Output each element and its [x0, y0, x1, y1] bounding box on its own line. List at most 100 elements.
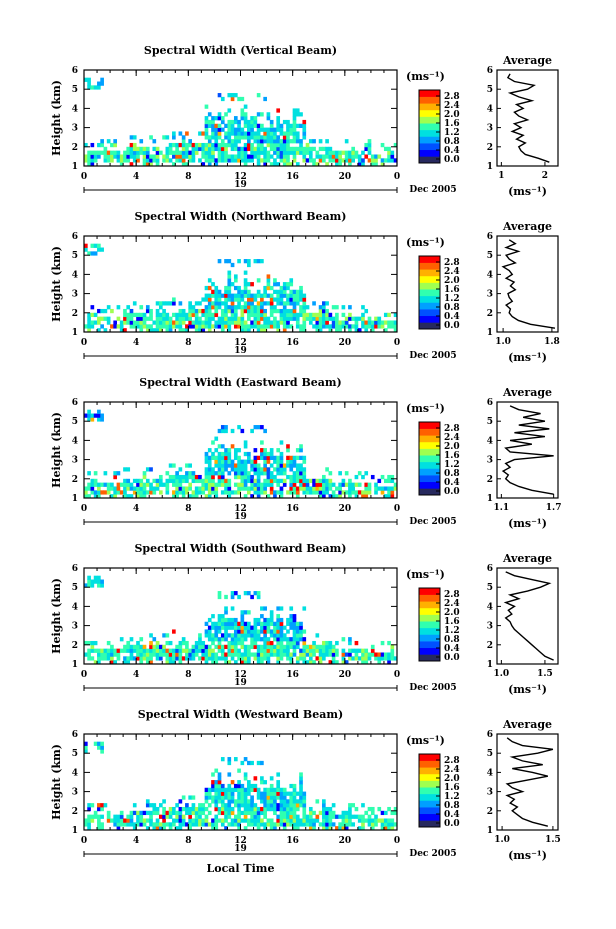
average-x-label: (ms⁻¹) [508, 683, 547, 696]
heatmap-cell [269, 123, 274, 128]
heatmap-cell [165, 652, 170, 657]
heatmap-cell [201, 324, 206, 329]
heatmap-cell [217, 123, 222, 128]
colorbar-tick-label: 0.8 [444, 137, 460, 147]
heatmap-cell [390, 656, 395, 661]
heatmap-cell [149, 803, 153, 808]
heatmap-cell [322, 826, 326, 831]
heatmap-cell [348, 324, 352, 329]
heatmap-cell [247, 629, 251, 634]
heatmap-cell [286, 131, 290, 136]
heatmap-cell [227, 320, 232, 325]
colorbar-tick-label: 0.8 [444, 469, 460, 479]
heatmap-cell [211, 440, 215, 445]
heatmap-cell [273, 308, 277, 314]
heatmap-cell [351, 490, 356, 495]
heatmap-cell [364, 471, 369, 476]
heatmap-cell [243, 463, 248, 468]
heatmap-cell [295, 644, 300, 650]
heatmap-cell [273, 633, 277, 638]
heatmap-cell [220, 324, 225, 329]
heatmap-cell [90, 312, 95, 318]
heatmap-cell [214, 625, 219, 630]
heatmap-cell [315, 312, 320, 318]
x-tick-label: 16 [286, 172, 299, 182]
heatmap-cell [374, 486, 378, 491]
heatmap-cell [377, 656, 382, 661]
heatmap-cell [224, 637, 228, 642]
heatmap-cell [123, 494, 127, 499]
heatmap-cell [100, 579, 104, 584]
heatmap-cell [263, 625, 267, 630]
heatmap-cell [198, 656, 202, 661]
heatmap-cell [266, 471, 271, 476]
heatmap-cell [162, 308, 166, 314]
colorbar-tick-label: 1.2 [444, 294, 460, 304]
heatmap-cell [240, 116, 245, 121]
heatmap-cell [269, 308, 274, 314]
heatmap-cell [149, 158, 153, 163]
heatmap-cell [214, 320, 219, 325]
average-y-tick-label: 1 [487, 826, 493, 836]
heatmap-cell [243, 818, 248, 823]
y-tick-label: 3 [72, 290, 78, 300]
heatmap-cell [214, 660, 219, 665]
heatmap-cell [263, 803, 267, 808]
heatmap-cell [194, 150, 199, 155]
heatmap-cell [367, 818, 372, 823]
heatmap-cell [243, 633, 248, 638]
heatmap-cell [139, 316, 144, 321]
heatmap-cell [106, 154, 111, 159]
heatmap-cell [230, 818, 235, 823]
heatmap-cell [302, 478, 307, 484]
heatmap-cell [145, 478, 150, 484]
heatmap-cell [84, 640, 88, 646]
heatmap-cell [113, 652, 117, 657]
heatmap-cell [224, 463, 228, 468]
heatmap-cell [243, 131, 248, 136]
heatmap-cell [90, 320, 95, 325]
heatmap-cell [185, 474, 189, 480]
heatmap-cell [295, 822, 300, 827]
heatmap-cell [87, 328, 91, 333]
heatmap-cell [87, 826, 91, 831]
heatmap-cell [289, 478, 294, 484]
heatmap-cell [172, 135, 176, 140]
heatmap-cell [204, 451, 209, 457]
heatmap-cell [237, 652, 241, 657]
heatmap-cell [253, 467, 258, 472]
heatmap-cell [188, 818, 192, 823]
heatmap-cell [142, 146, 147, 152]
heatmap-cell [214, 791, 219, 796]
heatmap-cell [90, 243, 95, 248]
heatmap-cell [256, 787, 261, 792]
heatmap-cell [299, 328, 303, 333]
heatmap-cell [286, 135, 290, 140]
x-tick-label: 16 [286, 836, 299, 846]
heatmap-cell [263, 459, 267, 464]
heatmap-cell [279, 316, 284, 321]
heatmap-cell [351, 154, 356, 159]
heatmap-cell [247, 146, 251, 152]
heatmap-cell [149, 316, 153, 321]
heatmap-cell [237, 637, 241, 642]
heatmap-cell [315, 154, 320, 159]
heatmap-cell [168, 652, 173, 657]
heatmap-cell [207, 625, 212, 630]
heatmap-cell [194, 320, 199, 325]
heatmap-cell [256, 648, 261, 653]
heatmap-cell [201, 297, 206, 302]
heatmap-cell [315, 490, 320, 495]
heatmap-cell [93, 640, 98, 646]
heatmap-cell [158, 648, 163, 653]
heatmap-cell [185, 478, 189, 484]
average-y-tick-label: 2 [487, 309, 493, 319]
heatmap-cell [165, 324, 170, 329]
heatmap-cell [198, 142, 202, 148]
heatmap-cell [253, 822, 258, 827]
average-profile-line [506, 73, 550, 163]
heatmap-cell [292, 289, 297, 294]
heatmap-cell [286, 320, 290, 325]
heatmap-cell [286, 158, 290, 163]
heatmap-cell [175, 826, 179, 831]
